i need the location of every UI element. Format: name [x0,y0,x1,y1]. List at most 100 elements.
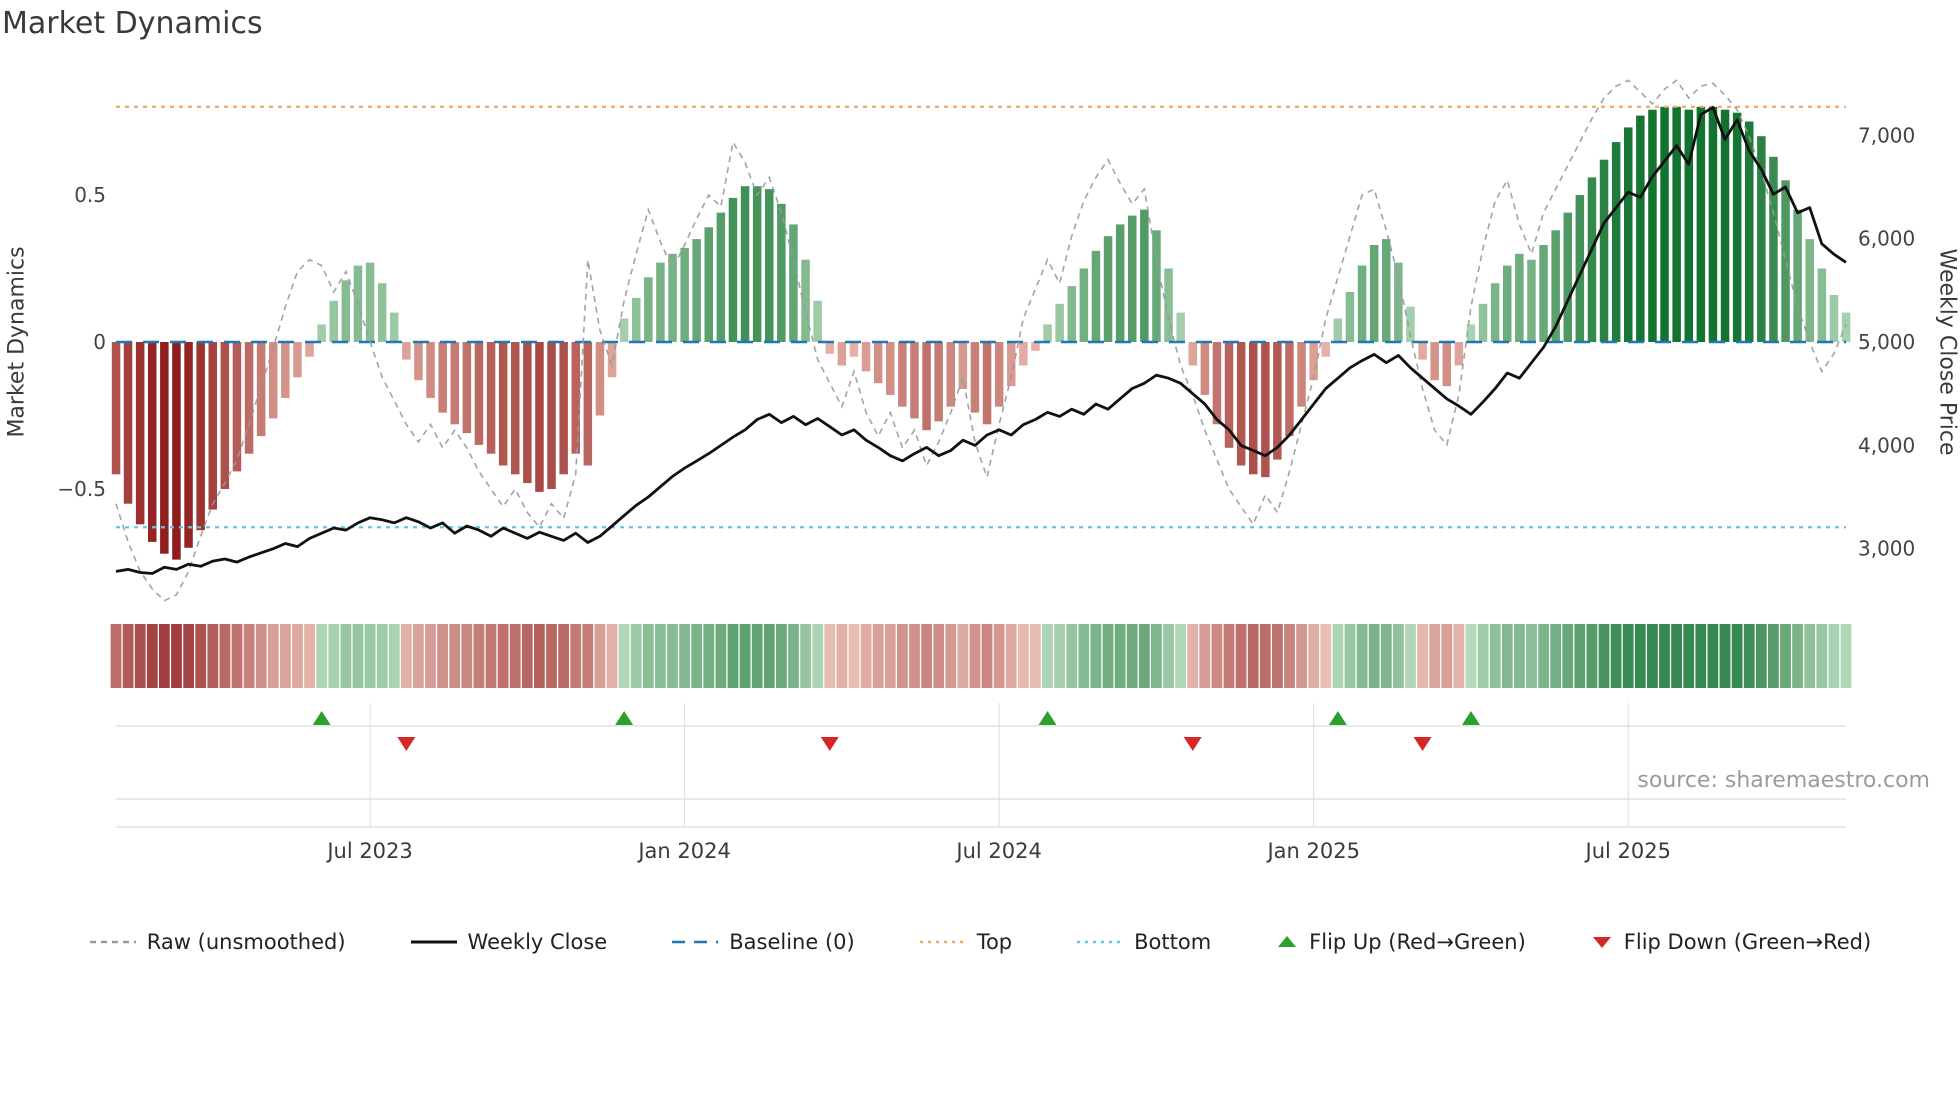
oscillator-bar [1369,245,1379,342]
heatmap-cell [449,624,461,688]
heatmap-cell [594,624,606,688]
oscillator-bar [1007,342,1016,387]
heatmap-cell [703,624,715,688]
heatmap-cell [1211,624,1223,688]
heatmap-cell [316,624,328,688]
oscillator-bar [1043,324,1052,342]
flip-down-marker-icon [1413,737,1432,751]
heatmap-cell [1659,624,1670,688]
oscillator-bar [1720,109,1730,342]
right-axis-tick: 4,000 [1858,433,1915,457]
oscillator-bar [160,342,169,554]
heatmap-cell [1477,624,1489,688]
heatmap-cell [921,624,932,688]
oscillator-bar [1478,303,1488,342]
heatmap-cell [1622,624,1634,688]
oscillator-bar [1781,180,1790,342]
x-axis-tick: Jan 2024 [636,839,731,863]
oscillator-bar [632,297,641,342]
heatmap-cell [884,624,896,688]
heatmap-cell [521,624,533,688]
heatmap-cell [146,624,158,688]
oscillator-bar [329,300,338,342]
heatmap-cell [1538,624,1549,688]
oscillator-bar [886,342,895,395]
oscillator-bar [244,342,254,454]
heatmap-cell [1610,624,1622,688]
oscillator-bar [1103,236,1113,342]
heatmap-cell [110,624,122,688]
oscillator-bar [765,189,774,342]
heatmap-cell [667,624,678,688]
oscillator-bar [523,342,532,484]
legend-label: Baseline (0) [729,930,855,954]
heatmap-cell [1501,624,1513,688]
flip-up-marker-icon [615,711,634,725]
flip-down-marker-icon [820,737,839,751]
heatmap-cell [1405,624,1416,688]
chart-title: Market Dynamics [2,6,263,41]
oscillator-bar [910,342,919,419]
heatmap-cell [534,624,545,688]
heatmap-cell [1151,624,1162,688]
top-line-sample-icon [919,933,967,951]
oscillator-bar [1454,342,1464,366]
heatmap-cell [1816,624,1828,688]
oscillator-bar [232,342,242,472]
heatmap-cell [957,624,969,688]
oscillator-bar [571,342,580,454]
oscillator-bar [1817,268,1827,342]
heatmap-cell [1526,624,1537,688]
legend-item: Flip Down (Green→Red) [1590,930,1871,954]
heatmap-cell [763,624,775,688]
heatmap-cell [1308,624,1320,688]
heatmap-cell [1114,624,1126,688]
heatmap-cell [473,624,485,688]
heatmap-cell [1017,624,1029,688]
heatmap-cell [1296,624,1307,688]
heatmap-cell [715,624,727,688]
legend-label: Bottom [1134,930,1212,954]
oscillator-bar [1309,342,1318,381]
heatmap-cell [1429,624,1441,688]
heatmap-cell [788,624,799,688]
heatmap-cell [1030,624,1041,688]
oscillator-bar [789,224,798,342]
heatmap-cell [848,624,860,688]
heatmap-cell [1550,624,1562,688]
oscillator-bar [1611,142,1621,342]
oscillator-bar [1152,230,1161,342]
heatmap-cell [1284,624,1295,688]
oscillator-bar [498,342,508,466]
oscillator-bar [873,342,883,384]
oscillator-bar [1732,112,1742,342]
heatmap-cell [1598,624,1610,688]
oscillator-bar [1587,177,1597,342]
oscillator-bar [1019,342,1028,366]
flip-marker-panel [116,703,1846,828]
heatmap-cell [159,624,170,688]
oscillator-bar [1236,342,1246,466]
oscillator-bar [1164,268,1173,342]
oscillator-bar [1793,209,1802,342]
heatmap-cell [897,624,908,688]
oscillator-bar [1503,265,1512,342]
heatmap-cell [1780,624,1791,688]
oscillator-bar [293,342,302,378]
heatmap-cell [1489,624,1501,688]
oscillator-bar [813,300,822,342]
heatmap-cell [1562,624,1574,688]
flip-up-marker-icon [1328,711,1347,725]
oscillator-bar [1757,136,1766,342]
heatmap-cell [993,624,1005,688]
oscillator-bar [511,342,520,475]
flip-down-sample-icon [1590,933,1614,951]
heatmap-cell [1393,624,1404,688]
heatmap-cell [400,624,412,688]
weekly-close-sample-icon [410,933,458,951]
heatmap-cell [546,624,557,688]
heatmap-cell [642,624,654,688]
heatmap-cell [231,624,243,688]
oscillator-heatmap [110,624,1852,688]
